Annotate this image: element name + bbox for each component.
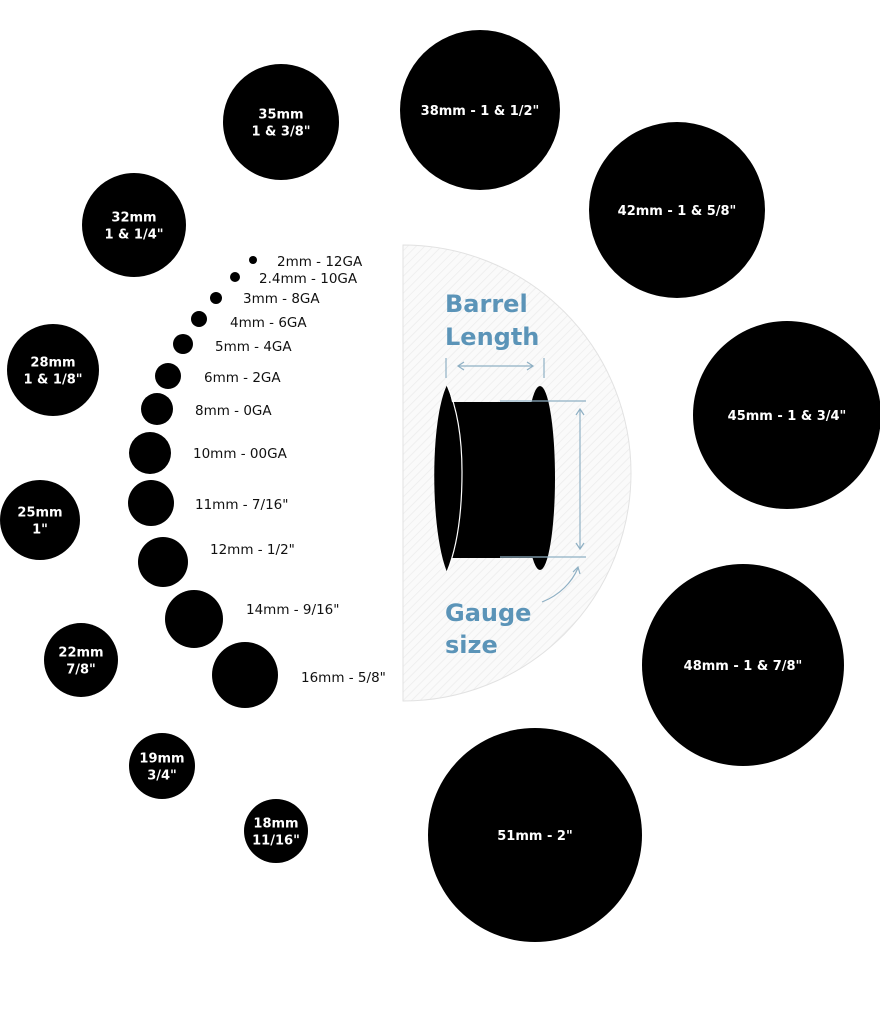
size-circle — [244, 799, 308, 863]
size-circle — [173, 334, 193, 354]
size-item: 25mm 1" — [0, 480, 80, 560]
size-label: 35mm — [258, 108, 303, 123]
plug-right-flange — [525, 386, 555, 570]
size-label: 1 & 3/8" — [251, 125, 310, 140]
size-item: 4mm - 6GA — [191, 311, 307, 331]
size-circle — [191, 311, 207, 327]
size-item: 5mm - 4GA — [173, 334, 292, 355]
size-label: 12mm - 1/2" — [210, 542, 295, 558]
size-label: 3/4" — [147, 769, 177, 784]
size-circle — [138, 537, 188, 587]
size-item: 6mm - 2GA — [155, 363, 281, 389]
size-circle — [82, 173, 186, 277]
size-circle — [212, 642, 278, 708]
size-item: 51mm - 2" — [428, 728, 642, 942]
size-label: 45mm - 1 & 3/4" — [728, 409, 847, 424]
size-label: 32mm — [111, 211, 156, 226]
size-label: 1 & 1/8" — [23, 373, 82, 388]
size-label: 48mm - 1 & 7/8" — [684, 659, 803, 674]
size-item: 2mm - 12GA — [249, 254, 363, 270]
plug-diagram: Barrel Length Gauge size — [402, 244, 632, 702]
size-label: 11mm - 7/16" — [195, 497, 288, 513]
size-label: 1 & 1/4" — [104, 228, 163, 243]
size-item: 19mm 3/4" — [129, 733, 195, 799]
size-item: 2.4mm - 10GA — [230, 271, 358, 287]
size-circle — [210, 292, 222, 304]
size-label: 19mm — [139, 752, 184, 767]
size-item: 42mm - 1 & 5/8" — [589, 122, 765, 298]
size-circle — [400, 30, 560, 190]
size-item: 38mm - 1 & 1/2" — [400, 30, 560, 190]
size-label: 4mm - 6GA — [230, 315, 307, 331]
gauge-size-arrow — [500, 400, 586, 603]
size-label: 11/16" — [252, 834, 300, 849]
size-item: 12mm - 1/2" — [138, 537, 295, 587]
plug-left-flange — [434, 385, 459, 572]
size-circle — [129, 432, 171, 474]
size-circle — [128, 480, 174, 526]
size-item: 8mm - 0GA — [141, 393, 272, 425]
barrel-length-label: Barrel Length — [445, 290, 539, 351]
size-item: 11mm - 7/16" — [128, 480, 288, 526]
size-circle — [589, 122, 765, 298]
size-label: 2mm - 12GA — [277, 254, 363, 270]
size-circle — [44, 623, 118, 697]
size-item: 22mm 7/8" — [44, 623, 118, 697]
size-item: 48mm - 1 & 7/8" — [642, 564, 844, 766]
size-label: 25mm — [17, 506, 62, 521]
size-circle — [642, 564, 844, 766]
size-circle — [693, 321, 880, 509]
size-circle — [230, 272, 240, 282]
size-item: 18mm 11/16" — [244, 799, 308, 863]
size-circle — [0, 480, 80, 560]
size-circle — [223, 64, 339, 180]
size-label: 7/8" — [66, 663, 96, 678]
size-label: 42mm - 1 & 5/8" — [618, 204, 737, 219]
gauge-size-label: Gauge size — [445, 599, 540, 659]
size-circle — [155, 363, 181, 389]
size-label: 1" — [32, 523, 48, 538]
size-item: 28mm 1 & 1/8" — [7, 324, 99, 416]
size-circle — [165, 590, 223, 648]
size-item: 35mm 1 & 3/8" — [223, 64, 339, 180]
size-item: 14mm - 9/16" — [165, 590, 339, 648]
size-label: 5mm - 4GA — [215, 339, 292, 355]
size-label: 10mm - 00GA — [193, 446, 288, 462]
size-label: 8mm - 0GA — [195, 403, 272, 419]
size-label: 6mm - 2GA — [204, 370, 281, 386]
size-label: 16mm - 5/8" — [301, 670, 386, 686]
size-label: 51mm - 2" — [497, 829, 572, 844]
size-circle — [7, 324, 99, 416]
size-item: 45mm - 1 & 3/4" — [693, 321, 880, 509]
size-label: 18mm — [253, 817, 298, 832]
size-circle — [141, 393, 173, 425]
size-item: 10mm - 00GA — [129, 432, 288, 474]
size-label: 14mm - 9/16" — [246, 602, 339, 618]
size-label: 22mm — [58, 646, 103, 661]
size-circle — [129, 733, 195, 799]
size-item: 16mm - 5/8" — [212, 642, 386, 708]
size-item: 32mm 1 & 1/4" — [82, 173, 186, 277]
size-label: 28mm — [30, 356, 75, 371]
size-circle — [428, 728, 642, 942]
size-label: 3mm - 8GA — [243, 291, 320, 307]
size-circle — [249, 256, 257, 264]
barrel-length-arrow — [445, 358, 545, 378]
size-label: 38mm - 1 & 1/2" — [421, 104, 540, 119]
size-item: 3mm - 8GA — [210, 291, 320, 307]
size-label: 2.4mm - 10GA — [259, 271, 358, 287]
